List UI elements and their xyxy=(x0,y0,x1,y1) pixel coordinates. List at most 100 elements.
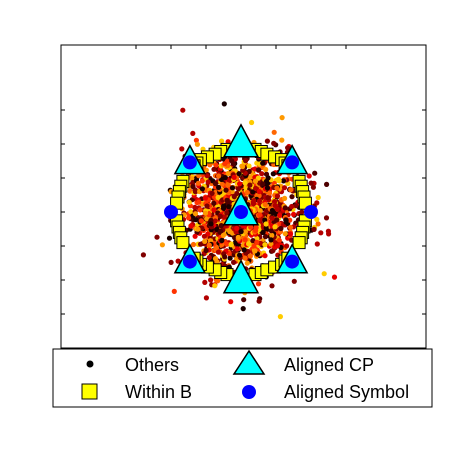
others-point xyxy=(203,295,209,301)
others-point xyxy=(223,187,229,193)
others-point xyxy=(209,190,215,196)
legend-marker-aligned-cp xyxy=(232,349,266,375)
others-point xyxy=(212,181,219,187)
aligned-symbol-point xyxy=(182,155,197,170)
others-point xyxy=(277,314,283,320)
others-point xyxy=(253,185,259,191)
legend-label-within-b: Within B xyxy=(125,382,192,402)
others-point xyxy=(219,138,225,144)
others-point xyxy=(218,228,224,234)
others-point xyxy=(240,306,246,312)
others-point xyxy=(272,199,278,205)
others-point xyxy=(288,187,294,193)
others-point xyxy=(224,197,230,203)
others-point xyxy=(140,252,146,258)
series-aligned-symbol xyxy=(164,155,318,269)
others-point xyxy=(259,171,265,177)
others-point xyxy=(207,162,213,168)
others-point xyxy=(225,182,231,188)
others-point xyxy=(213,162,219,168)
others-point xyxy=(269,215,275,221)
others-point xyxy=(212,283,218,289)
others-point xyxy=(314,216,320,222)
others-point xyxy=(166,235,173,241)
others-point xyxy=(314,241,320,247)
others-point xyxy=(190,241,197,248)
others-point xyxy=(168,259,174,265)
others-point xyxy=(253,228,259,234)
others-point xyxy=(306,173,312,179)
others-point xyxy=(262,217,268,223)
others-point xyxy=(247,175,253,181)
others-point xyxy=(315,221,321,227)
others-point xyxy=(254,239,260,245)
others-point xyxy=(228,242,234,248)
others-point xyxy=(321,271,327,277)
others-point xyxy=(199,178,205,184)
others-point xyxy=(260,181,266,187)
others-point xyxy=(260,160,266,166)
others-point xyxy=(311,226,317,232)
others-point xyxy=(247,182,253,188)
others-point xyxy=(324,181,330,187)
others-point xyxy=(249,119,255,126)
others-point xyxy=(190,184,196,190)
legend-box xyxy=(52,348,433,408)
others-point xyxy=(260,229,266,235)
others-point xyxy=(194,141,200,147)
others-point xyxy=(315,194,321,201)
others-point xyxy=(289,194,295,200)
others-point xyxy=(287,231,294,237)
aligned-cp-point xyxy=(222,123,260,158)
others-point xyxy=(272,224,278,230)
others-point xyxy=(276,178,282,184)
others-point xyxy=(293,203,299,209)
others-point xyxy=(262,234,269,240)
others-point xyxy=(198,218,204,224)
aligned-symbol-point xyxy=(234,205,248,219)
others-point xyxy=(202,238,208,244)
others-point xyxy=(250,189,256,195)
others-point xyxy=(283,219,289,225)
legend-label-aligned-symbol: Aligned Symbol xyxy=(284,382,409,402)
others-point xyxy=(202,210,209,216)
aligned-symbol-point xyxy=(164,205,178,219)
legend-marker-within-b xyxy=(81,383,98,400)
others-point xyxy=(257,217,263,223)
others-point xyxy=(205,179,211,185)
legend-marker-others xyxy=(86,360,94,368)
others-point xyxy=(331,274,338,280)
others-point xyxy=(188,223,194,229)
others-point xyxy=(265,195,271,201)
others-point xyxy=(242,255,248,261)
others-point xyxy=(274,193,281,199)
within-b-point xyxy=(176,236,190,250)
others-point xyxy=(180,107,186,113)
others-point xyxy=(282,195,288,201)
others-point xyxy=(224,241,230,247)
others-point xyxy=(289,203,295,210)
others-point xyxy=(252,248,258,254)
others-point xyxy=(268,237,274,243)
others-point xyxy=(217,213,223,219)
others-point xyxy=(312,170,318,176)
others-point xyxy=(263,166,269,173)
others-point xyxy=(242,180,248,186)
others-point xyxy=(256,167,262,173)
others-point xyxy=(239,163,245,169)
others-point xyxy=(208,277,214,283)
others-point xyxy=(206,242,212,248)
others-point xyxy=(202,279,208,285)
others-point xyxy=(269,207,275,214)
others-point xyxy=(234,246,240,252)
others-point xyxy=(241,247,247,253)
others-point xyxy=(277,212,283,218)
others-point xyxy=(278,225,284,232)
others-point xyxy=(199,186,205,192)
others-point xyxy=(318,230,324,236)
others-point xyxy=(274,185,280,191)
others-point xyxy=(284,243,290,249)
others-point xyxy=(254,235,260,242)
others-point xyxy=(188,209,194,215)
others-point xyxy=(246,168,252,175)
